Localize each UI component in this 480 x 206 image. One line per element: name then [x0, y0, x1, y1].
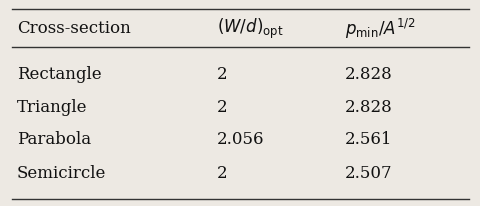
Text: 2.056: 2.056 — [216, 131, 264, 147]
Text: $(W/d)_{\mathrm{opt}}$: $(W/d)_{\mathrm{opt}}$ — [216, 17, 283, 41]
Text: Semicircle: Semicircle — [17, 165, 106, 182]
Text: 2.828: 2.828 — [344, 98, 392, 116]
Text: $p_{\mathrm{min}}/A^{1/2}$: $p_{\mathrm{min}}/A^{1/2}$ — [344, 17, 415, 41]
Text: Rectangle: Rectangle — [17, 67, 101, 83]
Text: Cross-section: Cross-section — [17, 20, 131, 37]
Text: 2: 2 — [216, 98, 227, 116]
Text: 2: 2 — [216, 165, 227, 182]
Text: Parabola: Parabola — [17, 131, 91, 147]
Text: 2.828: 2.828 — [344, 67, 392, 83]
Text: 2.561: 2.561 — [344, 131, 392, 147]
Text: 2: 2 — [216, 67, 227, 83]
Text: 2.507: 2.507 — [344, 165, 392, 182]
Text: Triangle: Triangle — [17, 98, 87, 116]
